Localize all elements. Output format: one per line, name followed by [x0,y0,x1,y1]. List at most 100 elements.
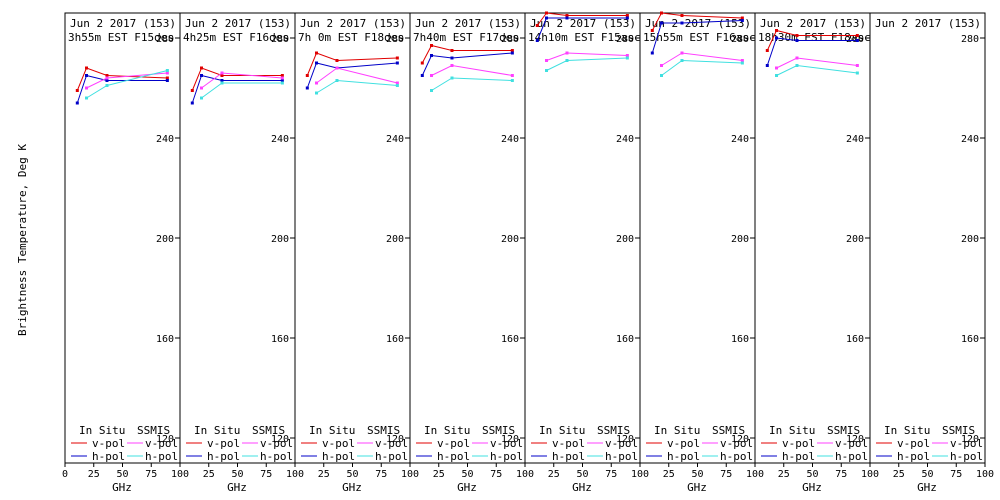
in-situ-v-pol-point [545,11,549,15]
x-tick-label: 75 [145,469,157,480]
ssmis-h-pol-line [201,82,283,99]
y-tick-label: 120 [501,434,519,445]
ssmis-h-pol-point [315,91,319,95]
ssmis-v-pol-point [740,59,744,62]
legend-in-situ-label: In Situ [884,424,930,437]
ssmis-h-pol-point [220,81,224,85]
ssmis-h-pol-point [510,79,514,82]
panel-subtitle: 4h25m EST F16des [183,31,289,44]
ssmis-h-pol-line [431,77,513,91]
y-tick-label: 280 [846,34,864,45]
y-tick-label: 240 [961,134,979,145]
x-tick-label: 25 [203,469,215,480]
x-axis-label: GHz [802,481,822,494]
x-tick-label: 75 [605,469,617,480]
y-tick-label: 200 [731,234,749,245]
y-tick-label: 280 [386,34,404,45]
in-situ-h-pol-line [421,52,513,76]
ssmis-v-pol-point [430,74,434,77]
ssmis-h-pol-point [430,89,434,92]
in-situ-h-pol-line [536,17,628,41]
x-tick-label: 25 [433,469,445,480]
y-tick-label: 160 [156,334,174,345]
ssmis-v-pol-point [660,64,664,67]
legend-ssmis-label: SSMIS [712,424,745,437]
legend-ssmis-label: SSMIS [482,424,515,437]
legend-in-situ-v-pol-label: v-pol [92,437,125,450]
y-tick-label: 240 [501,134,519,145]
ssmis-h-pol-point [565,59,569,62]
legend-ssmis-v-pol-label: v-pol [260,437,293,450]
ssmis-h-pol-point [775,74,779,77]
ssmis-h-pol-point [625,56,629,60]
in-situ-h-pol-point [85,74,89,77]
y-tick-label: 240 [271,134,289,145]
in-situ-h-pol-line [651,20,743,54]
panel-title: Jun 2 2017 (153) [875,17,981,30]
legend-in-situ-label: In Situ [654,424,700,437]
legend-ssmis-h-pol-label: h-pol [950,450,983,463]
ssmis-v-pol-point [105,76,109,80]
x-tick-label: 50 [806,469,818,480]
x-tick-label: 25 [663,469,675,480]
legend-in-situ-h-pol-label: h-pol [667,450,700,463]
ssmis-h-pol-point [200,96,204,100]
y-tick-label: 240 [731,134,749,145]
in-situ-v-pol-line [76,67,168,91]
in-situ-h-pol-point [625,16,629,20]
x-tick-label: 50 [461,469,473,480]
y-tick-label: 280 [616,34,634,45]
ssmis-h-pol-point [545,69,549,72]
in-situ-v-pol-point [680,14,684,17]
ssmis-h-pol-line [661,59,743,76]
y-tick-label: 160 [386,334,404,345]
y-tick-label: 160 [501,334,519,345]
in-situ-h-pol-line [766,37,858,66]
y-tick-label: 120 [386,434,404,445]
in-situ-v-pol-line [306,52,398,76]
y-tick-label: 120 [271,434,289,445]
legend-ssmis-h-pol-label: h-pol [605,450,638,463]
in-situ-h-pol-point [510,51,514,55]
ssmis-v-pol-line [661,52,743,66]
legend-ssmis-v-pol-label: v-pol [605,437,638,450]
legend-in-situ-label: In Situ [79,424,125,437]
legend-in-situ-label: In Situ [194,424,240,437]
in-situ-h-pol-point [200,74,204,77]
ssmis-v-pol-point [680,51,684,55]
in-situ-h-pol-point [105,79,109,82]
x-tick-label: 100 [516,469,534,480]
legend-in-situ-h-pol-label: h-pol [322,450,355,463]
ssmis-h-pol-point [335,79,339,82]
y-tick-label: 120 [846,434,864,445]
ssmis-v-pol-point [545,59,549,62]
legend-in-situ-v-pol-label: v-pol [782,437,815,450]
x-axis-label: GHz [917,481,937,494]
panel-title: Jun 2 2017 (153) [645,17,751,30]
ssmis-v-pol-point [795,56,799,60]
in-situ-v-pol-point [335,59,339,62]
in-situ-h-pol-point [765,64,769,67]
y-tick-label: 200 [156,234,174,245]
y-tick-label: 200 [501,234,519,245]
legend-in-situ-v-pol-label: v-pol [437,437,470,450]
in-situ-v-pol-point [660,11,664,15]
ssmis-v-pol-line [431,64,513,76]
legend-ssmis-h-pol-label: h-pol [375,450,408,463]
x-tick-label: 50 [116,469,128,480]
x-tick-label: 50 [231,469,243,480]
y-tick-label: 200 [961,234,979,245]
y-tick-label: 120 [961,434,979,445]
panel-title: Jun 2 2017 (153) [415,17,521,30]
y-tick-label: 280 [731,34,749,45]
ssmis-h-pol-point [395,84,399,87]
ssmis-v-pol-point [335,66,339,70]
y-tick-label: 200 [386,234,404,245]
ssmis-h-pol-line [776,64,858,76]
x-tick-label: 25 [318,469,330,480]
ssmis-h-pol-point [855,71,859,75]
ssmis-v-pol-point [395,81,399,85]
ssmis-v-pol-point [450,64,454,67]
ssmis-v-pol-point [165,71,169,75]
